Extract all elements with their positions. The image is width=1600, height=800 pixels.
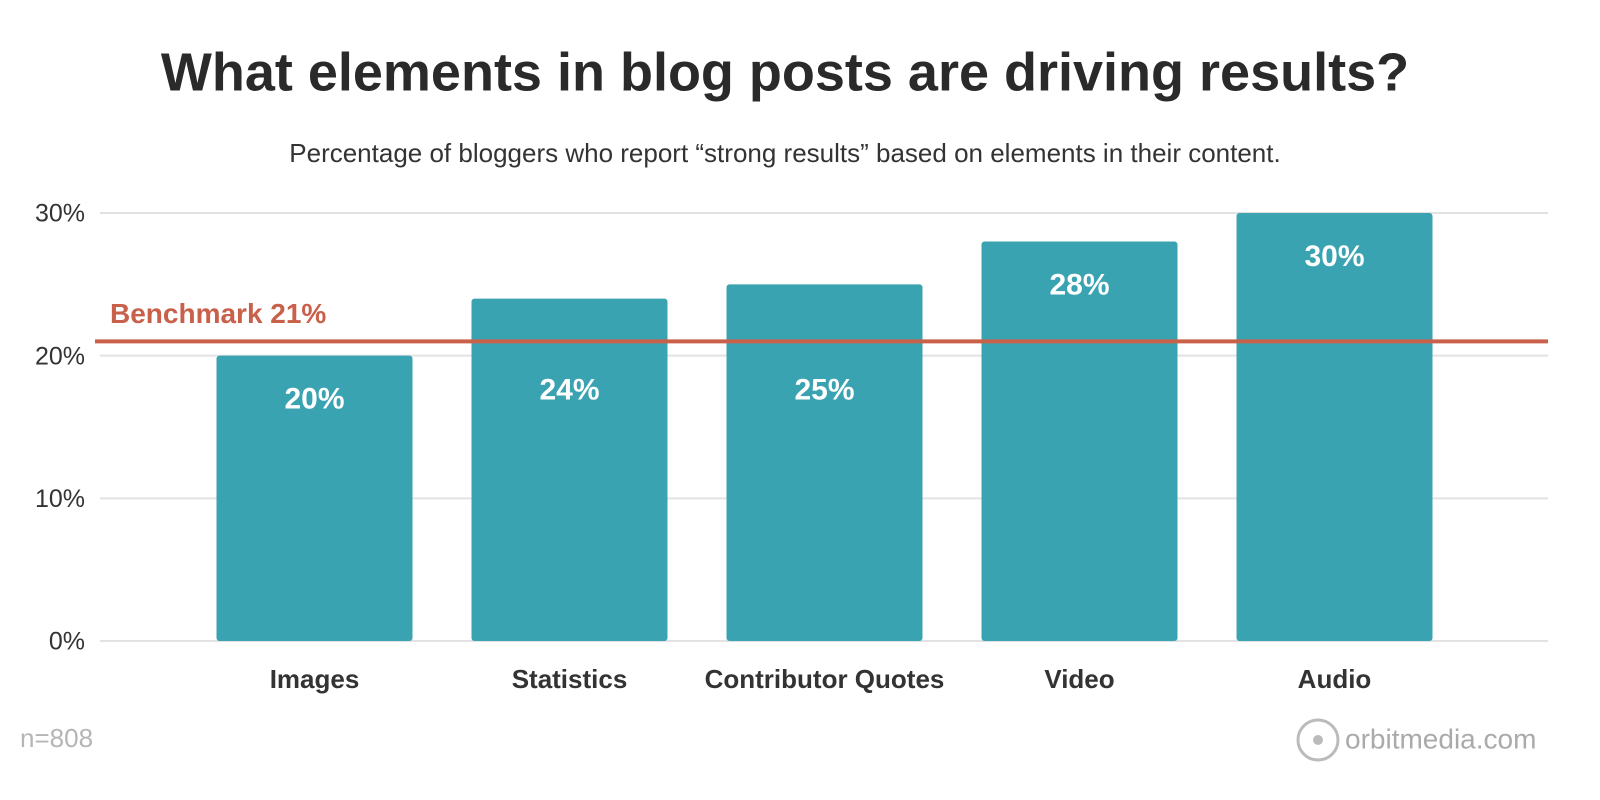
chart-subtitle: Percentage of bloggers who report “stron…: [289, 138, 1280, 168]
x-tick-label: Images: [270, 664, 360, 694]
bar: [726, 284, 923, 641]
footnote: n=808: [20, 723, 93, 753]
x-tick-label: Contributor Quotes: [705, 664, 945, 694]
bar: [1236, 213, 1433, 641]
bar: [471, 298, 668, 641]
value-label: 30%: [1304, 240, 1364, 273]
y-tick-label: 20%: [35, 342, 85, 370]
y-tick-label: 0%: [49, 628, 85, 656]
bar: [216, 355, 413, 641]
y-tick-label: 10%: [35, 485, 85, 513]
value-label: 28%: [1049, 268, 1109, 301]
value-label: 25%: [794, 373, 854, 406]
x-tick-label: Audio: [1298, 664, 1372, 694]
x-tick-label: Video: [1044, 664, 1114, 694]
logo: orbitmedia.com: [1296, 718, 1536, 762]
source: orbitmedia.com: [1345, 723, 1536, 754]
value-label: 20%: [284, 383, 344, 416]
x-tick-label: Statistics: [512, 664, 628, 694]
chart-title: What elements in blog posts are driving …: [161, 42, 1409, 102]
benchmark-label: Benchmark 21%: [110, 298, 326, 329]
value-label: 24%: [539, 373, 599, 406]
y-tick-label: 30%: [35, 200, 85, 228]
